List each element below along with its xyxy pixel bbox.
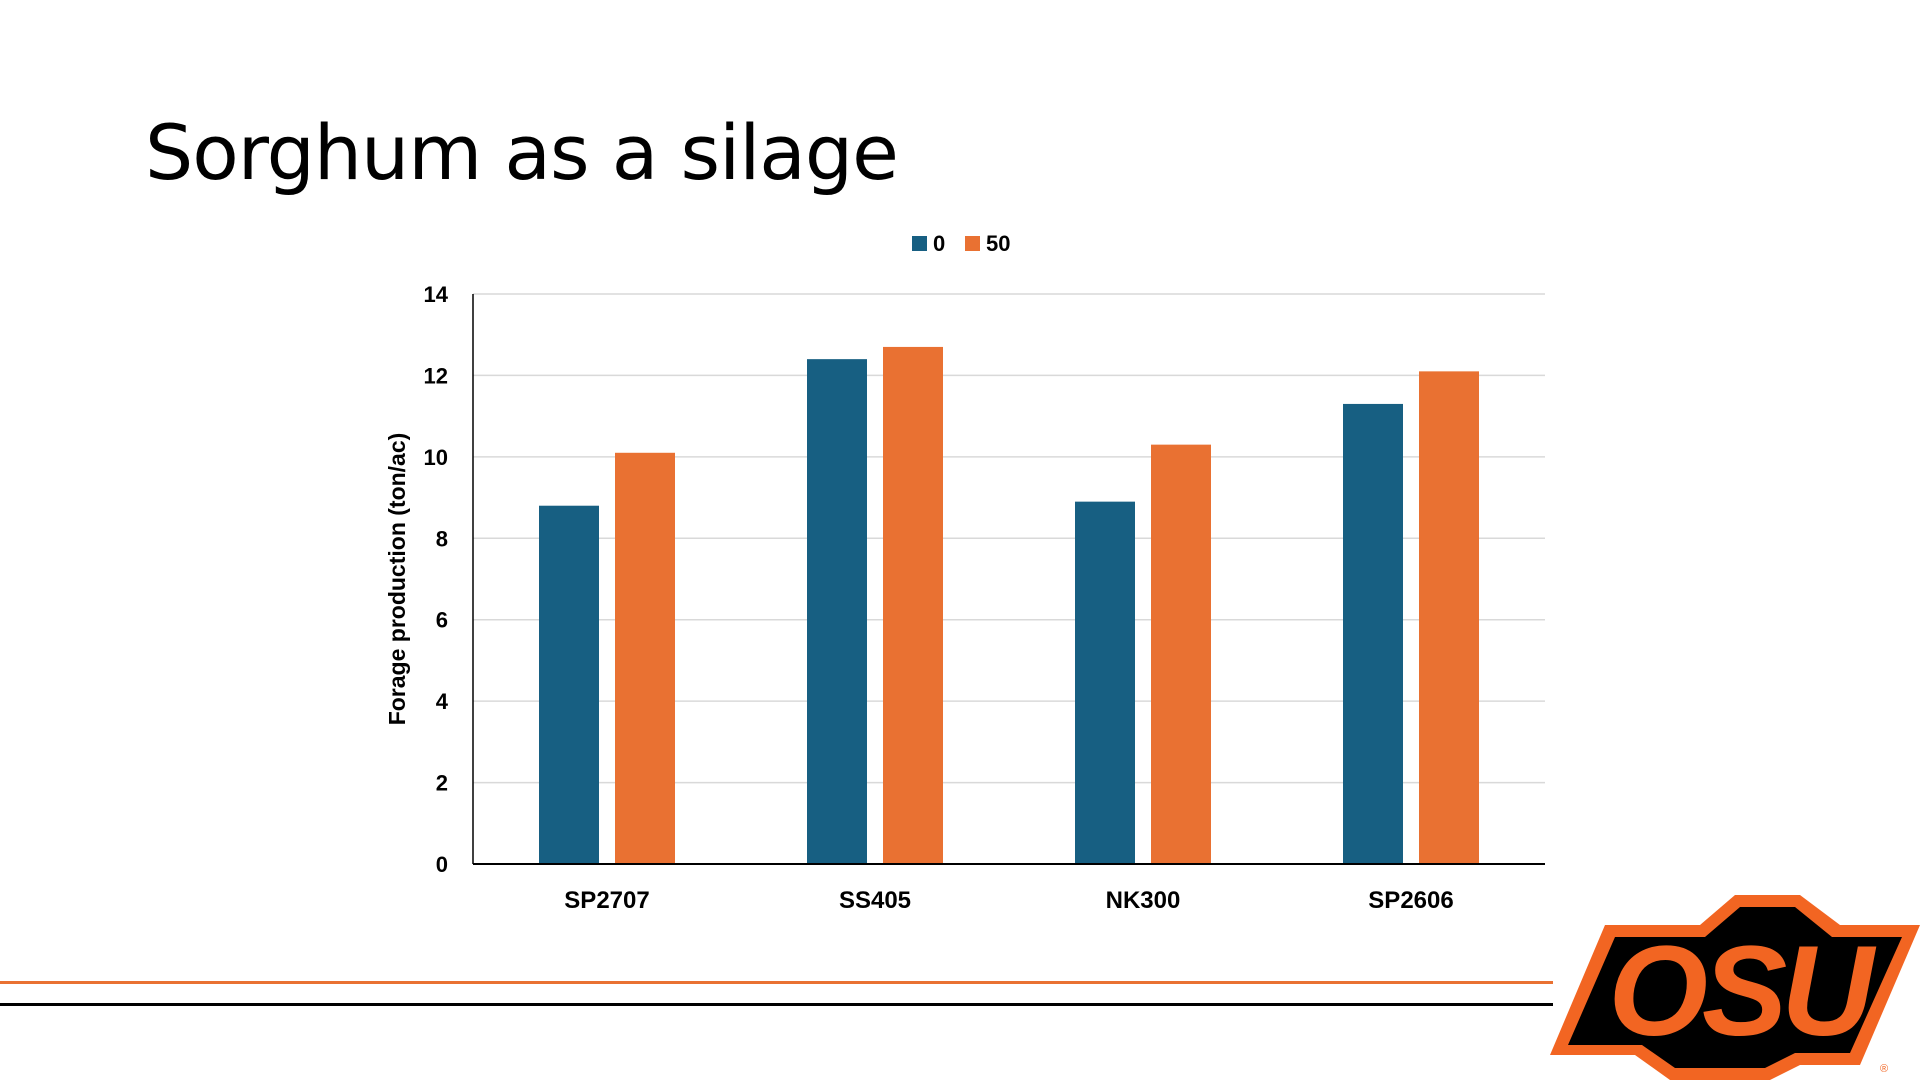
bar-NK300-50	[1151, 444, 1211, 864]
logo-text: OSU	[1608, 920, 1877, 1063]
y-axis-label: Forage production (ton/ac)	[384, 433, 410, 726]
axes: 0 2 4 6 8 10 12 14 SP2707 SS405 NK300 SP2606	[424, 282, 1545, 914]
legend-label: 0	[933, 231, 945, 256]
bar-SP2707-50	[615, 452, 675, 864]
bar-NK300-0	[1075, 501, 1135, 864]
x-tick-label: SP2606	[1368, 887, 1453, 914]
y-tick-label: 14	[424, 282, 449, 307]
bar-SP2606-0	[1343, 403, 1403, 864]
x-tick-label: SP2707	[564, 887, 649, 914]
y-tick-label: 4	[436, 689, 449, 714]
legend-label: 50	[986, 231, 1010, 256]
x-tick-label: NK300	[1106, 887, 1181, 914]
legend: 0 50	[912, 231, 1010, 256]
osu-logo: OSU ®	[1550, 895, 1920, 1080]
y-tick-label: 2	[436, 771, 448, 796]
y-tick-label: 12	[424, 363, 448, 388]
black-rule	[0, 1003, 1553, 1006]
legend-swatch-0	[912, 236, 927, 251]
bar-SP2606-50	[1419, 371, 1479, 864]
y-tick-label: 10	[424, 445, 448, 470]
bar-SS405-0	[807, 359, 867, 864]
y-tick-label: 6	[436, 608, 448, 633]
bar-SP2707-0	[539, 505, 599, 864]
y-tick-label: 0	[436, 852, 448, 877]
x-tick-label: SS405	[839, 887, 911, 914]
svg-text:®: ®	[1880, 1063, 1888, 1075]
slide-title: Sorghum as a silage	[145, 108, 899, 197]
bars	[539, 346, 1479, 864]
orange-rule	[0, 981, 1553, 984]
legend-swatch-50	[965, 236, 980, 251]
y-tick-label: 8	[436, 526, 448, 551]
bar-chart: 0 2 4 6 8 10 12 14 SP2707 SS405 NK300 SP2606 0 50 Fo…	[384, 231, 1545, 914]
bar-SS405-50	[883, 346, 943, 864]
